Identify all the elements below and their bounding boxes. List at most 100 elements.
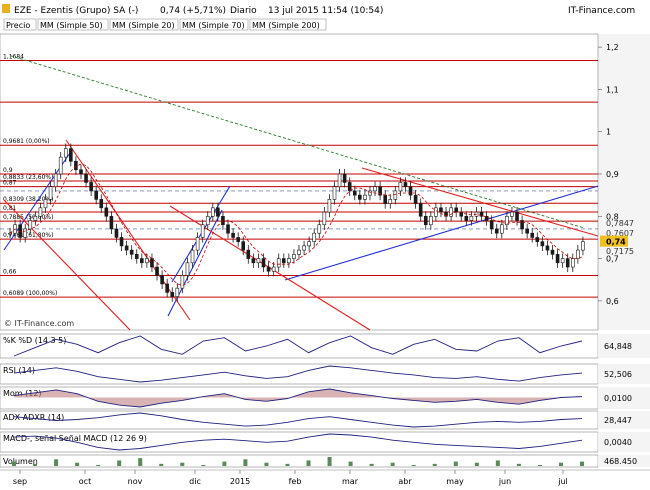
- candle-body: [53, 173, 58, 187]
- legend-ma20-box[interactable]: [109, 18, 179, 31]
- candle-body: [454, 207, 458, 213]
- candle-body: [109, 215, 114, 230]
- candle-body: [464, 215, 469, 221]
- candle-body: [226, 224, 230, 234]
- x-tick-label: sep: [13, 477, 27, 486]
- legend-ma200: MM (Simple 200): [252, 21, 320, 30]
- right-level-label: 0,7175: [606, 247, 634, 256]
- x-tick-label: oct: [79, 477, 91, 486]
- right-level-label: 0,7847: [606, 219, 634, 228]
- candle-body: [444, 211, 448, 217]
- indicator-line: [13, 388, 583, 408]
- candle-body: [505, 215, 509, 226]
- candle-body: [449, 207, 453, 217]
- candle-body: [124, 245, 129, 251]
- y-axis-strip: [598, 34, 650, 330]
- candle-body: [23, 228, 28, 238]
- indicator-last-value: 64,848: [604, 342, 632, 351]
- volume-bar: [33, 463, 38, 466]
- candle-body: [540, 241, 545, 247]
- volume-bar: [516, 463, 521, 466]
- fib-level-label: 0,8833 (23,60%): [3, 174, 53, 181]
- candle-body: [500, 224, 504, 234]
- x-axis: sep oct nov dic 2015 feb mar abr may jun jul: [0, 469, 650, 486]
- candle-body: [565, 258, 570, 268]
- candle-body: [221, 215, 225, 226]
- volume-bar: [306, 460, 311, 466]
- candle-body: [429, 215, 433, 226]
- fib-level-label: 0,87: [3, 180, 17, 187]
- candle-body: [358, 194, 362, 200]
- candle-body: [33, 215, 38, 221]
- fib-level-label: 1,1684: [3, 54, 24, 61]
- candle-body: [8, 232, 12, 235]
- candle-body: [195, 237, 200, 251]
- candle-body: [383, 194, 387, 204]
- indicator-title: Mom (12): [3, 389, 42, 398]
- candle-body: [322, 211, 327, 226]
- volume-bar: [201, 465, 206, 466]
- fib-level-label: 0,7461 (61,80%): [3, 232, 53, 239]
- candle-body: [317, 224, 322, 234]
- candle-body: [378, 186, 382, 196]
- indicator-panels: %K %D (14 3 5) 64,848 RSI (14) 52,506 Mom (1…: [0, 333, 650, 468]
- candle-body: [246, 249, 251, 259]
- candle-body: [332, 186, 337, 200]
- brand-label: IT-Finance.com: [568, 6, 635, 16]
- indicator-title: %K %D (14 3 5): [3, 336, 66, 345]
- candle-body: [69, 148, 73, 162]
- candle-body: [434, 207, 438, 217]
- trend-channel-red: [361, 167, 599, 237]
- candle-body: [292, 254, 296, 259]
- candle-body: [281, 258, 286, 264]
- indicator-panel-frame: [0, 454, 599, 468]
- volume-bar: [96, 465, 101, 466]
- candle-body: [63, 148, 68, 158]
- indicator-title: Volumen: [3, 457, 38, 466]
- period-label: Diario: [230, 6, 257, 16]
- expand-icon[interactable]: [2, 4, 10, 13]
- candle-body: [216, 207, 220, 217]
- candle-body: [393, 190, 398, 200]
- candle-body: [408, 186, 413, 196]
- indicator-title: MACD-, señal Señal MACD (12 26 9): [3, 434, 147, 443]
- volume-bar: [75, 462, 80, 466]
- candle-body: [165, 283, 169, 293]
- candle-body: [89, 182, 93, 192]
- trend-channel-red: [65, 139, 191, 321]
- indicator-axis-strip: [598, 411, 650, 429]
- legend-price-box[interactable]: [3, 18, 37, 31]
- candle-body: [236, 237, 240, 242]
- legend-ma50-box[interactable]: [37, 18, 109, 31]
- volume-bar: [138, 458, 143, 466]
- indicator-last-value: 468.450: [604, 457, 637, 466]
- candle-body: [104, 207, 109, 217]
- indicator-title: RSI (14): [3, 366, 35, 375]
- candle-body: [423, 215, 428, 226]
- indicator-last-value: 28,447: [604, 416, 632, 425]
- candle-body: [555, 254, 560, 264]
- candle-body: [276, 258, 281, 268]
- legend-ma200-box[interactable]: [249, 18, 327, 31]
- fib-level-label: 0,6089 (100,00%): [3, 290, 57, 297]
- y-tick-label: 0,9: [606, 170, 619, 179]
- volume-bar: [432, 463, 437, 466]
- x-tick-label: 2015: [230, 477, 250, 486]
- candle-body: [94, 190, 98, 200]
- legend-ma70-box[interactable]: [179, 18, 249, 31]
- candle-body: [271, 266, 276, 272]
- indicator-line: [13, 412, 583, 428]
- candle-body: [525, 228, 529, 234]
- x-tick-label: nov: [128, 477, 143, 486]
- indicator-panel-frame: [0, 363, 599, 385]
- candle-body: [134, 254, 139, 259]
- x-tick-label: mar: [342, 477, 359, 486]
- fib-level-label: 0,7885 (50,00%): [3, 214, 53, 221]
- candle-body: [287, 258, 291, 264]
- volume-bar: [285, 463, 290, 466]
- candle-body: [576, 249, 580, 259]
- candle-body: [175, 287, 180, 297]
- candle-body: [413, 194, 418, 204]
- candle-body: [388, 199, 393, 204]
- indicator-last-value: 0,0100: [604, 394, 632, 403]
